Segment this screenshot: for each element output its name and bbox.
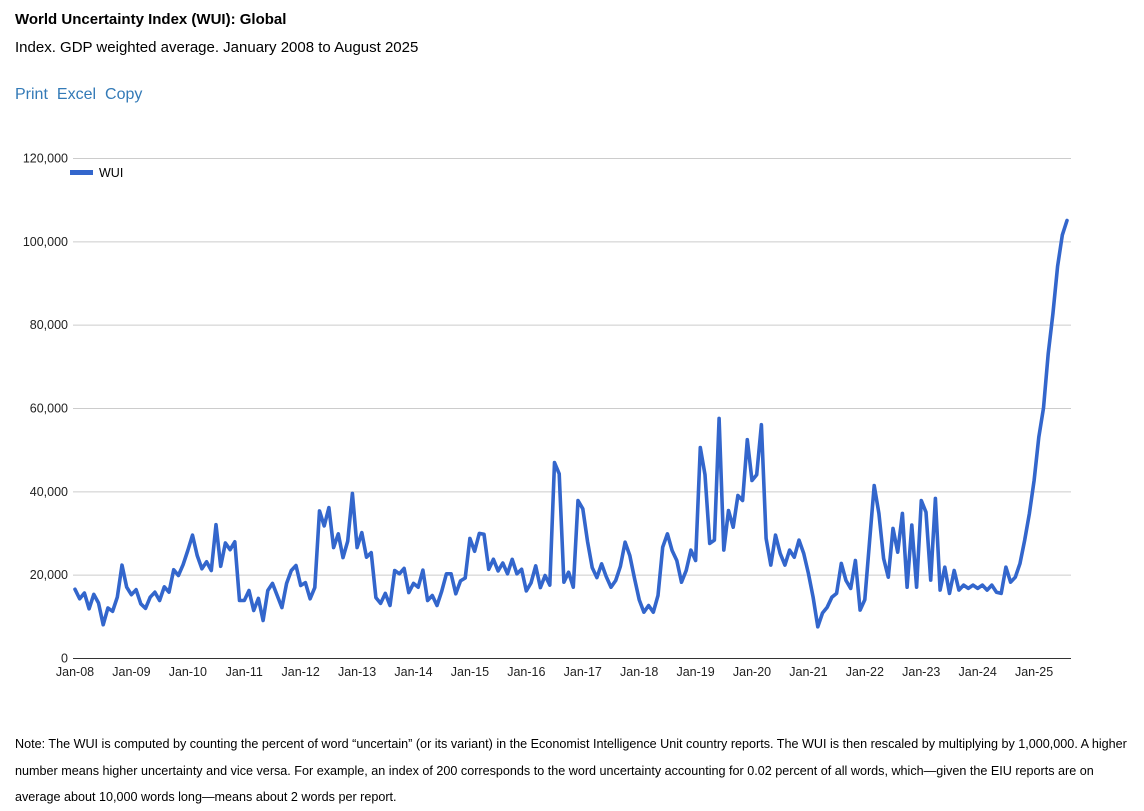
x-axis-tick-label: Jan-08 bbox=[56, 665, 94, 679]
y-axis-tick-label: 80,000 bbox=[30, 318, 68, 332]
x-axis-tick-label: Jan-16 bbox=[507, 665, 545, 679]
x-axis-tick-label: Jan-25 bbox=[1015, 665, 1053, 679]
chart-footnote: Note: The WUI is computed by counting th… bbox=[15, 737, 1127, 804]
x-axis-tick-label: Jan-14 bbox=[394, 665, 432, 679]
x-axis-tick-label: Jan-15 bbox=[451, 665, 489, 679]
x-axis-tick-label: Jan-13 bbox=[338, 665, 376, 679]
x-axis-tick-label: Jan-17 bbox=[564, 665, 602, 679]
y-axis-tick-label: 60,000 bbox=[30, 402, 68, 416]
print-link[interactable]: Print bbox=[15, 86, 48, 103]
x-axis-tick-label: Jan-24 bbox=[959, 665, 997, 679]
x-axis-tick-label: Jan-11 bbox=[226, 665, 263, 679]
page-subtitle: Index. GDP weighted average. January 200… bbox=[15, 39, 419, 56]
x-axis-tick-label: Jan-20 bbox=[733, 665, 771, 679]
x-axis-tick-label: Jan-23 bbox=[902, 665, 940, 679]
y-axis-tick-label: 120,000 bbox=[23, 152, 68, 166]
x-axis-tick-label: Jan-12 bbox=[282, 665, 320, 679]
y-axis-tick-label: 0 bbox=[61, 652, 68, 666]
copy-link[interactable]: Copy bbox=[105, 86, 143, 103]
wui-line-chart: 0 20,000 40,000 60,000 80,000 100,000 120,000 J… bbox=[0, 120, 1144, 700]
y-axis-tick-label: 40,000 bbox=[30, 485, 68, 499]
x-axis-tick-label: Jan-21 bbox=[789, 665, 827, 679]
x-axis-tick-label: Jan-18 bbox=[620, 665, 658, 679]
x-axis-tick-label: Jan-10 bbox=[169, 665, 207, 679]
page-title: World Uncertainty Index (WUI): Global bbox=[15, 11, 287, 28]
chart-action-links: Print Excel Copy bbox=[15, 86, 151, 104]
y-axis-tick-label: 20,000 bbox=[30, 568, 68, 582]
x-axis-tick-label: Jan-19 bbox=[676, 665, 714, 679]
legend-label: WUI bbox=[99, 166, 123, 180]
chart-canvas: 0 20,000 40,000 60,000 80,000 100,000 120,000 J… bbox=[23, 152, 1071, 679]
excel-link[interactable]: Excel bbox=[56, 86, 97, 103]
x-axis-tick-label: Jan-09 bbox=[112, 665, 150, 679]
x-axis-tick-label: Jan-22 bbox=[846, 665, 884, 679]
y-axis-tick-label: 100,000 bbox=[23, 235, 68, 249]
wui-series-line[interactable] bbox=[73, 218, 1069, 629]
